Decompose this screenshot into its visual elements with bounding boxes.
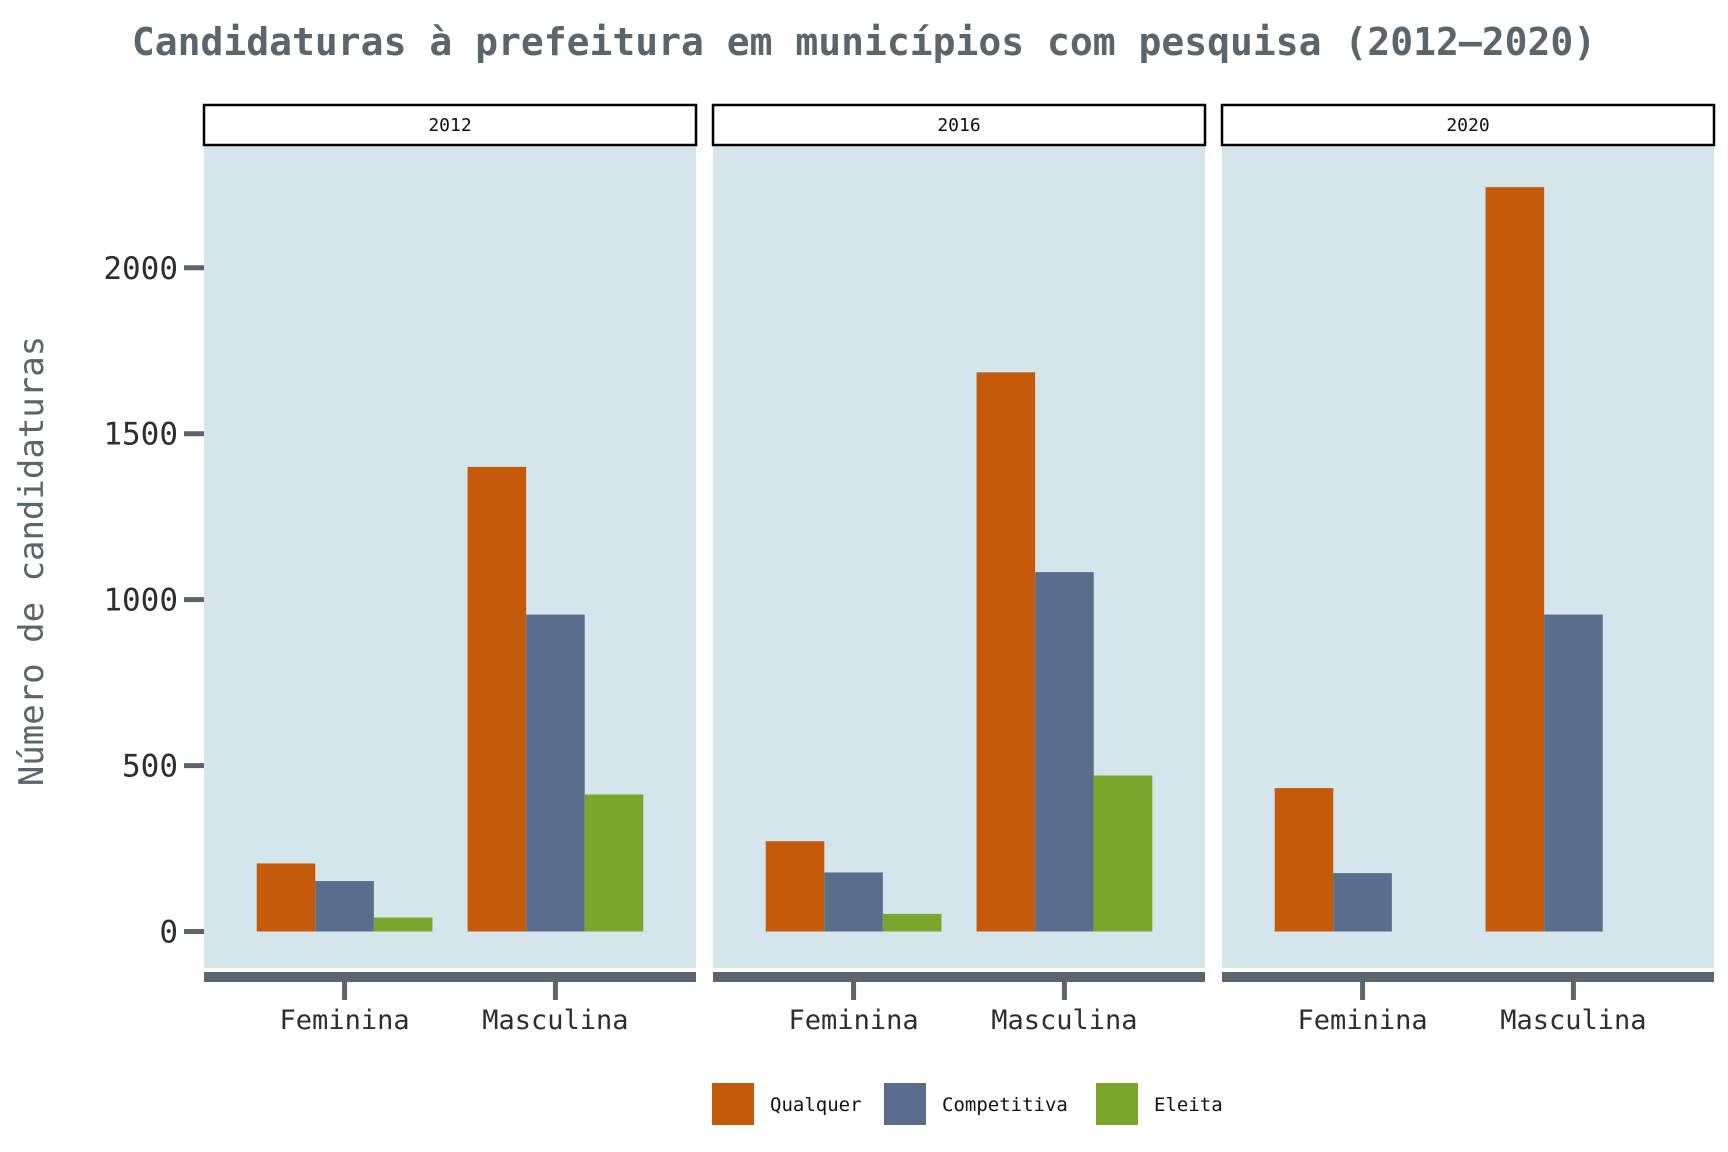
bar-2016-feminina-competitiva bbox=[824, 872, 883, 932]
legend: Qualquer Competitiva Eleita bbox=[712, 1083, 1223, 1125]
bar-2012-feminina-eleita bbox=[373, 917, 433, 932]
legend-swatch-eleita bbox=[1096, 1083, 1138, 1125]
facet-strip-label: 2020 bbox=[1446, 115, 1489, 136]
facet-strip-label: 2012 bbox=[428, 115, 471, 136]
x-tick-label: Masculina bbox=[1500, 1005, 1646, 1036]
bar-2012-masculina-eleita bbox=[584, 794, 644, 932]
facet-panel-2020: 2020 Feminina Masculina bbox=[1220, 103, 1716, 1036]
bar-2012-feminina-competitiva bbox=[315, 881, 374, 932]
bar-2012-masculina-competitiva bbox=[526, 614, 585, 932]
x-axis-line bbox=[713, 972, 1205, 982]
bar-2020-masculina-qualquer bbox=[1485, 187, 1545, 932]
facet-strip bbox=[711, 103, 1207, 147]
bar-2016-masculina-eleita bbox=[1093, 775, 1153, 932]
facet-strip-label: 2016 bbox=[937, 115, 980, 136]
bar-2016-feminina-qualquer bbox=[765, 841, 825, 932]
facet-panel-2012: 2012 Feminina Masculina bbox=[202, 103, 698, 1036]
x-tick-label: Feminina bbox=[1298, 1005, 1428, 1036]
bar-2012-masculina-qualquer bbox=[467, 466, 527, 932]
y-tick-label: 0 bbox=[159, 914, 178, 950]
x-axis-line bbox=[1222, 972, 1714, 982]
x-axis-line bbox=[204, 972, 696, 982]
facet-panel-2016: 2016 Feminina Masculina bbox=[711, 103, 1207, 1036]
legend-swatch-competitiva bbox=[884, 1083, 926, 1125]
bar-2020-feminina-competitiva bbox=[1333, 873, 1392, 932]
facet-strip bbox=[1220, 103, 1716, 147]
bar-2016-masculina-competitiva bbox=[1035, 572, 1094, 932]
y-axis-title: Número de candidaturas bbox=[12, 336, 52, 786]
bar-2020-feminina-qualquer bbox=[1274, 788, 1334, 932]
facet-strip bbox=[202, 103, 698, 147]
facet-panels: 2012 Feminina Masculina 2016 Feminina Masculi… bbox=[202, 103, 1716, 1036]
bar-2016-feminina-eleita bbox=[882, 913, 942, 932]
legend-swatch-qualquer bbox=[712, 1083, 754, 1125]
x-tick-label: Masculina bbox=[482, 1005, 628, 1036]
x-tick-label: Masculina bbox=[991, 1005, 1137, 1036]
bar-2020-masculina-competitiva bbox=[1544, 614, 1603, 932]
legend-label-competitiva: Competitiva bbox=[942, 1094, 1068, 1116]
x-tick-label: Feminina bbox=[280, 1005, 410, 1036]
y-tick-label: 500 bbox=[122, 749, 178, 785]
legend-label-eleita: Eleita bbox=[1154, 1094, 1223, 1116]
chart-title: Candidaturas à prefeitura em municípios … bbox=[132, 20, 1596, 64]
bar-2016-masculina-qualquer bbox=[976, 372, 1036, 932]
x-tick-label: Feminina bbox=[789, 1005, 919, 1036]
bar-2012-feminina-qualquer bbox=[256, 863, 316, 932]
legend-label-qualquer: Qualquer bbox=[770, 1094, 862, 1116]
y-tick-label: 1500 bbox=[103, 417, 178, 453]
y-axis: 0 500 1000 1500 2000 bbox=[103, 251, 204, 950]
y-tick-label: 2000 bbox=[103, 251, 178, 287]
y-tick-label: 1000 bbox=[103, 583, 178, 619]
